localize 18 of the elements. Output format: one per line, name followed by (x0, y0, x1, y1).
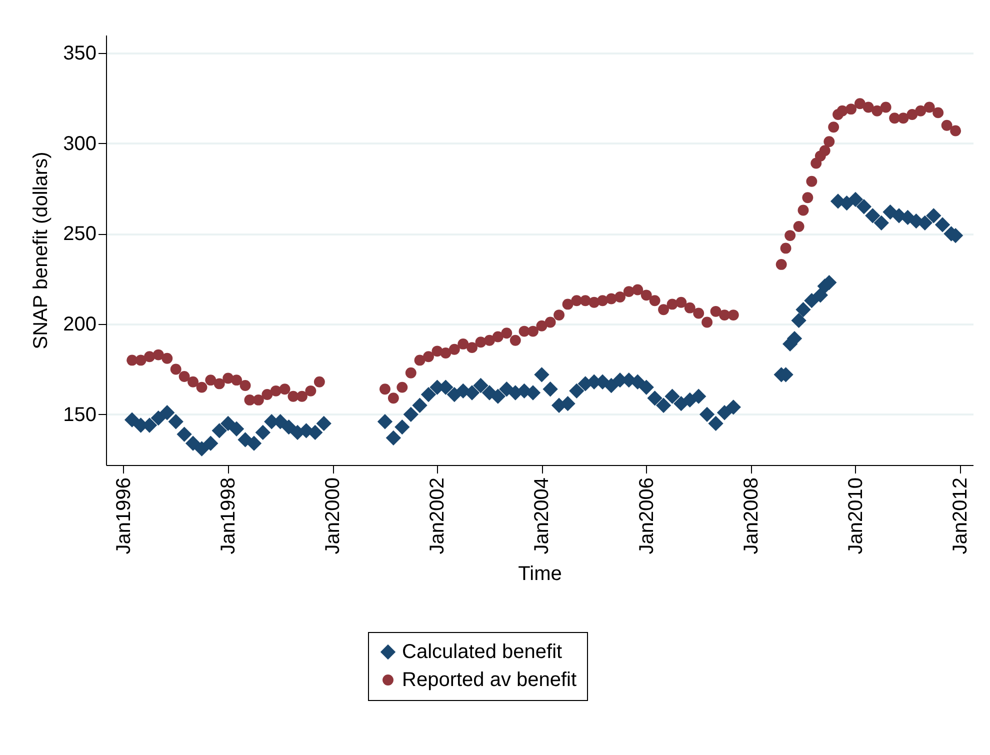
legend-label: Calculated benefit (402, 641, 563, 663)
x-axis-title: Time (518, 563, 562, 586)
y-tick-label: 200 (63, 314, 96, 336)
x-tick-label: Jan1998 (218, 478, 240, 554)
y-tick-label: 150 (63, 404, 96, 426)
y-axis-title: SNAP benefit (dollars) (30, 152, 52, 350)
y-tick-label: 300 (63, 132, 96, 155)
x-tick-label: Jan2004 (531, 478, 554, 554)
x-tick-label: Jan2010 (844, 478, 867, 554)
y-tick-label: 350 (63, 42, 96, 65)
y-tick-label: 250 (63, 223, 96, 246)
x-tick-label: Jan2012 (949, 478, 972, 554)
legend-label: Reported av benefit (402, 669, 578, 691)
x-tick-label: Jan2008 (740, 478, 762, 554)
x-tick-label: Jan2000 (322, 478, 344, 554)
x-tick-label: Jan2006 (636, 478, 658, 554)
x-tick-label: Jan1996 (112, 478, 135, 554)
x-tick-label: Jan2002 (426, 478, 449, 554)
